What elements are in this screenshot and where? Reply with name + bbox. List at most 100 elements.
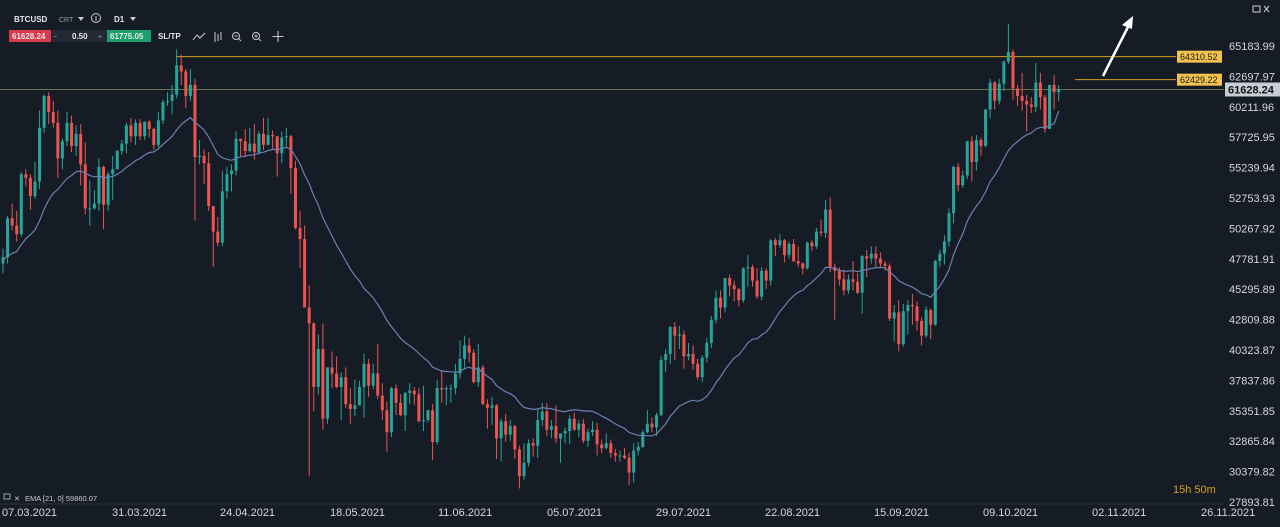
candle[interactable] bbox=[421, 385, 425, 431]
candle[interactable] bbox=[275, 136, 279, 177]
bid-price-box[interactable] bbox=[9, 30, 51, 42]
candle[interactable] bbox=[897, 300, 901, 352]
candle[interactable] bbox=[892, 305, 896, 342]
close-icon[interactable] bbox=[1263, 5, 1270, 13]
candle[interactable] bbox=[389, 386, 393, 438]
candle[interactable] bbox=[152, 127, 156, 150]
candle[interactable] bbox=[33, 161, 37, 199]
candle[interactable] bbox=[536, 408, 540, 458]
candle[interactable] bbox=[193, 78, 197, 221]
candle[interactable] bbox=[134, 119, 138, 145]
candle[interactable] bbox=[56, 110, 60, 178]
candle[interactable] bbox=[888, 263, 892, 321]
candle[interactable] bbox=[1043, 94, 1047, 133]
candle[interactable] bbox=[655, 412, 659, 436]
candle[interactable] bbox=[417, 388, 421, 423]
candle[interactable] bbox=[28, 174, 32, 210]
candle[interactable] bbox=[810, 240, 814, 252]
ask-price-box[interactable] bbox=[107, 30, 151, 42]
candle[interactable] bbox=[412, 386, 416, 406]
candle[interactable] bbox=[166, 92, 170, 106]
candle[interactable] bbox=[220, 170, 224, 247]
candle[interactable] bbox=[476, 344, 480, 387]
candle[interactable] bbox=[330, 351, 334, 389]
candle[interactable] bbox=[394, 384, 398, 416]
candle[interactable] bbox=[714, 290, 718, 324]
candle[interactable] bbox=[216, 217, 220, 247]
candle[interactable] bbox=[490, 396, 494, 425]
candle[interactable] bbox=[70, 115, 74, 153]
candle[interactable] bbox=[124, 122, 128, 154]
candle[interactable] bbox=[549, 419, 553, 439]
candle[interactable] bbox=[481, 364, 485, 406]
candle[interactable] bbox=[252, 124, 256, 160]
candle[interactable] bbox=[700, 355, 704, 383]
candle[interactable] bbox=[376, 344, 380, 400]
candle[interactable] bbox=[463, 335, 467, 368]
candle[interactable] bbox=[156, 111, 160, 148]
lot-value[interactable]: 0.50 bbox=[72, 32, 88, 41]
candle[interactable] bbox=[618, 450, 622, 462]
candle[interactable] bbox=[211, 205, 215, 268]
candle[interactable] bbox=[641, 429, 645, 449]
candle[interactable] bbox=[760, 267, 764, 301]
candle[interactable] bbox=[577, 419, 581, 438]
candle[interactable] bbox=[627, 453, 631, 485]
candle[interactable] bbox=[179, 54, 183, 85]
candle[interactable] bbox=[805, 241, 809, 270]
candle[interactable] bbox=[746, 254, 750, 287]
candle[interactable] bbox=[842, 269, 846, 296]
candle[interactable] bbox=[559, 433, 563, 463]
candle[interactable] bbox=[353, 379, 357, 417]
candle[interactable] bbox=[952, 165, 956, 224]
candle[interactable] bbox=[243, 128, 247, 158]
candle[interactable] bbox=[385, 401, 389, 452]
candle[interactable] bbox=[609, 439, 613, 458]
candle[interactable] bbox=[737, 287, 741, 307]
candle[interactable] bbox=[929, 308, 933, 340]
candle[interactable] bbox=[97, 158, 101, 211]
candles[interactable] bbox=[1, 23, 1061, 489]
bars-icon[interactable] bbox=[214, 32, 222, 42]
candle[interactable] bbox=[207, 152, 211, 211]
candle[interactable] bbox=[138, 119, 142, 140]
chevron-down-icon[interactable] bbox=[78, 17, 84, 21]
candle[interactable] bbox=[184, 69, 188, 109]
candle[interactable] bbox=[901, 303, 905, 347]
candle[interactable] bbox=[860, 254, 864, 314]
candle[interactable] bbox=[997, 78, 1001, 105]
candle[interactable] bbox=[623, 448, 627, 460]
candle[interactable] bbox=[531, 438, 535, 457]
candle[interactable] bbox=[426, 410, 430, 423]
candle[interactable] bbox=[600, 439, 604, 454]
candle[interactable] bbox=[234, 131, 238, 176]
candle[interactable] bbox=[856, 273, 860, 295]
candle[interactable] bbox=[225, 166, 229, 199]
candle[interactable] bbox=[230, 164, 233, 192]
candle[interactable] bbox=[115, 149, 119, 170]
sltp-button[interactable]: SL/TP bbox=[158, 32, 181, 41]
candle[interactable] bbox=[1006, 23, 1010, 65]
window-icon[interactable] bbox=[1252, 5, 1261, 13]
candle[interactable] bbox=[449, 384, 453, 403]
candle[interactable] bbox=[293, 160, 297, 230]
candle[interactable] bbox=[335, 356, 339, 389]
candle[interactable] bbox=[696, 358, 700, 380]
candle[interactable] bbox=[298, 210, 302, 269]
candle[interactable] bbox=[1016, 84, 1020, 106]
candle[interactable] bbox=[435, 379, 439, 445]
candle[interactable] bbox=[74, 125, 78, 156]
candle[interactable] bbox=[284, 127, 288, 148]
candle[interactable] bbox=[15, 210, 19, 242]
candle[interactable] bbox=[632, 443, 636, 483]
candle[interactable] bbox=[910, 294, 914, 325]
candle[interactable] bbox=[787, 241, 791, 259]
candle[interactable] bbox=[677, 325, 681, 350]
candle[interactable] bbox=[1002, 60, 1006, 92]
candle[interactable] bbox=[819, 219, 823, 237]
candle[interactable] bbox=[673, 322, 677, 361]
candle[interactable] bbox=[947, 208, 951, 247]
candle[interactable] bbox=[591, 421, 595, 436]
candle[interactable] bbox=[728, 274, 732, 297]
candle[interactable] bbox=[467, 338, 471, 363]
